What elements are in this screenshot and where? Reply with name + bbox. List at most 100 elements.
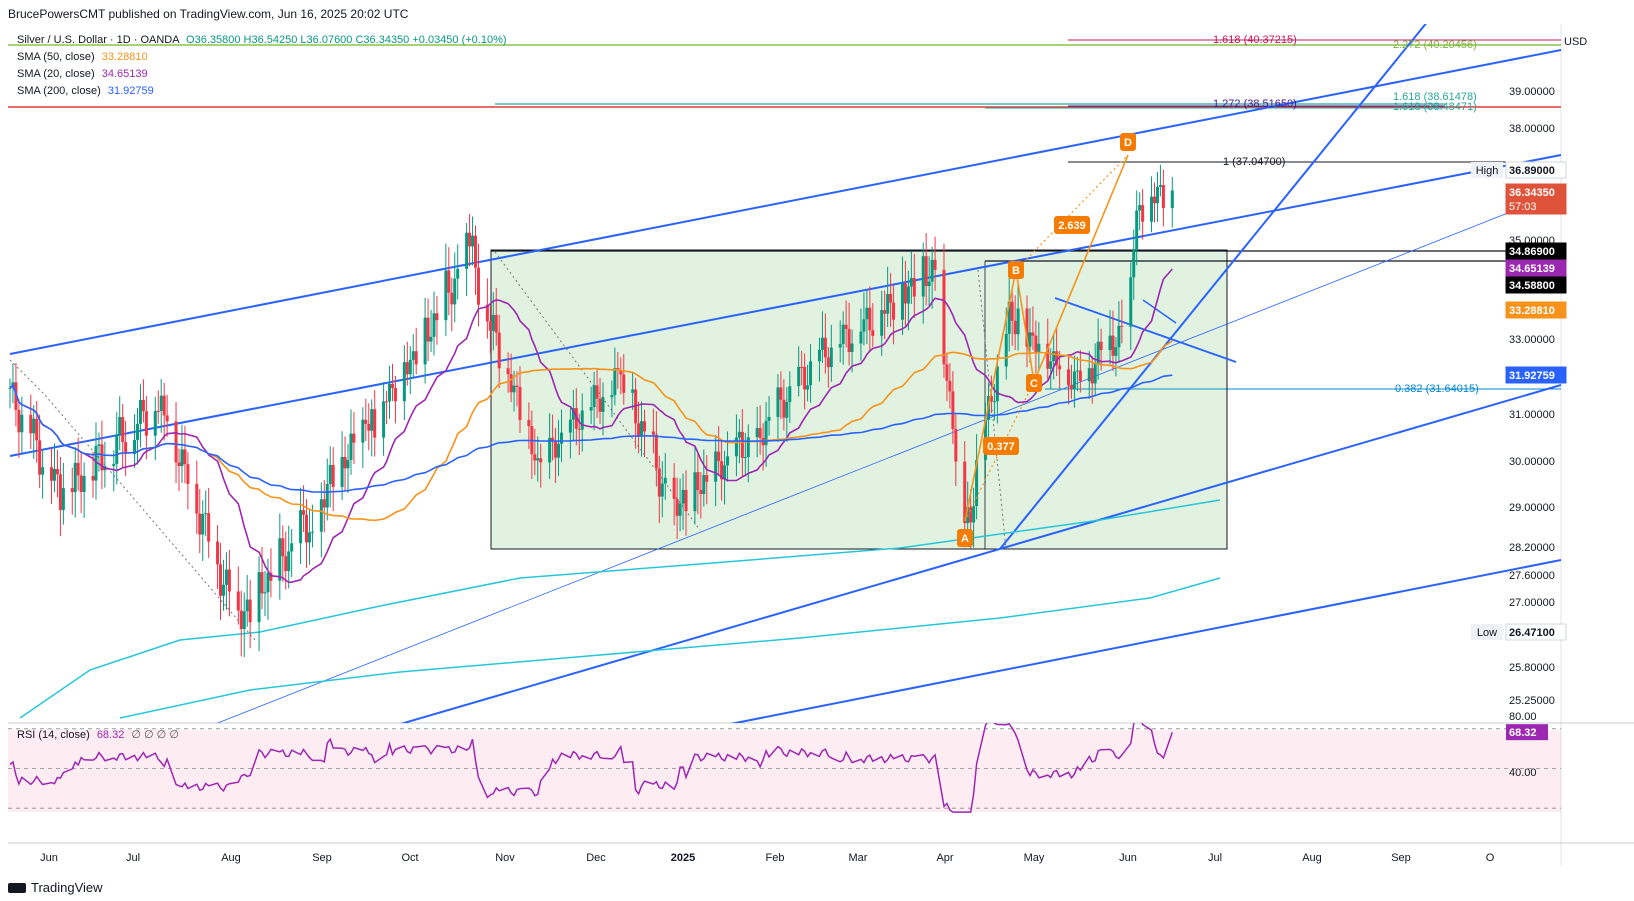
currency-label[interactable]: USD xyxy=(1564,36,1588,48)
candle-body xyxy=(527,419,531,427)
candle xyxy=(803,353,807,410)
candle-body xyxy=(823,337,827,358)
legend-sma50[interactable]: SMA (50, close) 33.28810 xyxy=(17,51,148,63)
point-b-text: B xyxy=(1012,265,1020,277)
candle xyxy=(871,303,875,347)
candle xyxy=(536,436,540,482)
tradingview-logo-icon xyxy=(8,882,26,893)
candle xyxy=(758,405,762,455)
candle xyxy=(204,490,208,537)
candle xyxy=(465,222,469,297)
candle xyxy=(767,396,771,436)
candle xyxy=(906,270,910,331)
candle-body xyxy=(681,489,685,504)
candle-body xyxy=(135,423,139,440)
candle-body xyxy=(20,414,24,433)
legend-sma20[interactable]: SMA (20, close) 34.65139 xyxy=(17,68,148,80)
sma20-line xyxy=(9,268,1173,584)
point-c-bg xyxy=(1026,374,1042,392)
rsi-value-tag: 68.32 xyxy=(1509,727,1537,739)
zigzag-guide-3 xyxy=(977,269,1007,550)
candle-body xyxy=(850,343,854,352)
candle-body xyxy=(574,408,578,429)
candle-body xyxy=(900,283,904,320)
candle-body xyxy=(841,324,845,345)
sma200-value: 31.92759 xyxy=(107,85,154,97)
candle-body xyxy=(589,407,593,411)
candle xyxy=(156,390,160,424)
candle-body xyxy=(1007,301,1011,334)
candle xyxy=(73,447,77,518)
candle-body xyxy=(207,513,211,542)
candle-body xyxy=(198,513,202,535)
candle xyxy=(509,353,513,403)
candle-body xyxy=(373,409,377,438)
rsi-legend[interactable]: RSI (14, close) 68.32 ∅ ∅ ∅ ∅ xyxy=(17,728,179,741)
candle xyxy=(174,402,178,484)
candle xyxy=(865,290,869,345)
candle-body xyxy=(889,294,893,303)
candle-body xyxy=(219,564,223,596)
candle xyxy=(29,394,33,450)
candle xyxy=(405,341,409,386)
ratio-badge-1-text: 2.639 xyxy=(1058,220,1086,232)
candle-body xyxy=(1037,343,1041,353)
candle xyxy=(933,236,937,291)
candle xyxy=(236,566,240,625)
candle-body xyxy=(370,409,374,431)
rsi-value-bg xyxy=(1506,724,1548,741)
price-label-text: 36.89000 xyxy=(1509,165,1555,177)
candle-body xyxy=(58,474,62,511)
candle-body xyxy=(1028,332,1032,347)
candle-body xyxy=(622,374,626,393)
candle xyxy=(331,447,335,512)
point-b: B xyxy=(1008,261,1024,279)
candle-body xyxy=(447,270,451,293)
candle-body xyxy=(266,572,270,593)
candle-body xyxy=(554,440,558,458)
candle xyxy=(497,314,501,389)
candle xyxy=(672,463,676,526)
candle-body xyxy=(829,347,833,368)
candle-body xyxy=(601,397,605,412)
candle xyxy=(717,426,721,476)
candle xyxy=(135,407,139,465)
candle-body xyxy=(737,431,741,438)
candle-body xyxy=(325,483,329,508)
price-label-tag: High xyxy=(1476,165,1499,177)
candle-body xyxy=(1016,308,1020,335)
candle-body xyxy=(429,336,433,342)
point-a-bg xyxy=(957,529,973,547)
candle-body xyxy=(346,459,350,469)
candle-body xyxy=(61,488,65,511)
candle xyxy=(115,412,119,485)
legend-sma200[interactable]: SMA (200, close) 31.92759 xyxy=(17,85,154,97)
candle xyxy=(159,379,163,433)
candle-body xyxy=(153,410,157,436)
candle-body xyxy=(224,569,228,585)
candle-body xyxy=(631,389,635,393)
candle xyxy=(1152,182,1156,223)
candle xyxy=(883,290,887,340)
candle-body xyxy=(720,461,724,480)
candle-body xyxy=(892,302,896,320)
ratio-badge-1-bg xyxy=(1054,216,1090,234)
candle-body xyxy=(159,395,163,411)
candle xyxy=(1161,169,1165,227)
candle-body xyxy=(260,572,264,594)
candle-body xyxy=(880,310,884,336)
rsi-extra: ∅ ∅ ∅ ∅ xyxy=(131,729,179,741)
candle-body xyxy=(740,431,744,458)
candle-body xyxy=(310,531,314,533)
candle-body xyxy=(331,465,335,488)
range-box[interactable] xyxy=(490,249,1228,550)
candle-body xyxy=(287,551,291,572)
candle-body xyxy=(248,599,252,623)
candle-body xyxy=(385,401,389,403)
sma200-line xyxy=(9,374,1173,494)
candle-body xyxy=(79,475,83,492)
tradingview-logo[interactable]: TradingView xyxy=(8,880,103,895)
legend-symbol[interactable]: Silver / U.S. Dollar · 1D · OANDA O36.35… xyxy=(17,34,507,46)
candle xyxy=(619,357,623,395)
candle xyxy=(779,371,783,420)
